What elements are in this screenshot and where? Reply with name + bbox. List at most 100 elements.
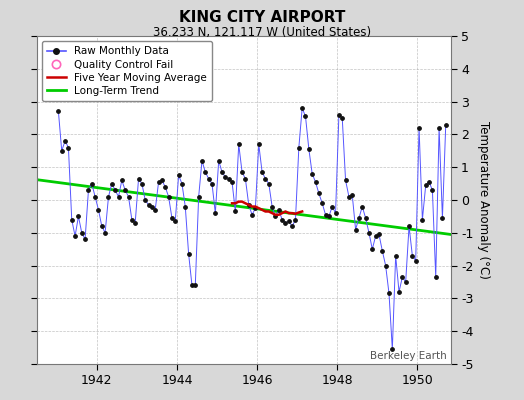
Point xyxy=(198,158,206,164)
Legend: Raw Monthly Data, Quality Control Fail, Five Year Moving Average, Long-Term Tren: Raw Monthly Data, Quality Control Fail, … xyxy=(42,41,212,101)
Point xyxy=(368,246,376,252)
Point xyxy=(248,212,256,218)
Point xyxy=(255,141,263,148)
Point xyxy=(151,207,159,213)
Point xyxy=(204,176,213,182)
Point xyxy=(118,177,126,184)
Point xyxy=(294,144,303,151)
Point xyxy=(191,282,200,288)
Point xyxy=(64,144,73,151)
Point xyxy=(238,169,246,175)
Point xyxy=(128,216,136,223)
Point xyxy=(181,203,190,210)
Point xyxy=(301,113,310,120)
Point xyxy=(328,203,336,210)
Point xyxy=(435,125,443,131)
Point xyxy=(188,282,196,288)
Point xyxy=(285,218,293,224)
Point xyxy=(178,180,186,187)
Point xyxy=(224,176,233,182)
Point xyxy=(88,180,96,187)
Point xyxy=(214,158,223,164)
Point xyxy=(218,169,226,175)
Point xyxy=(171,218,179,224)
Point xyxy=(418,216,427,223)
Point xyxy=(81,236,89,242)
Point xyxy=(138,180,146,187)
Point xyxy=(352,226,360,233)
Point xyxy=(401,279,410,285)
Point xyxy=(78,230,86,236)
Point xyxy=(385,290,393,297)
Point xyxy=(331,210,340,216)
Point xyxy=(411,258,420,264)
Point xyxy=(124,194,133,200)
Point xyxy=(278,216,286,223)
Point xyxy=(428,187,436,193)
Point xyxy=(161,184,169,190)
Point xyxy=(101,230,110,236)
Y-axis label: Temperature Anomaly (°C): Temperature Anomaly (°C) xyxy=(477,121,490,279)
Point xyxy=(425,179,433,185)
Point xyxy=(158,177,166,184)
Point xyxy=(221,174,230,180)
Point xyxy=(61,138,69,144)
Point xyxy=(391,252,400,259)
Point xyxy=(438,215,446,221)
Point xyxy=(208,180,216,187)
Point xyxy=(107,180,116,187)
Point xyxy=(258,169,266,175)
Point xyxy=(58,148,66,154)
Point xyxy=(345,194,353,200)
Point xyxy=(268,203,276,210)
Point xyxy=(251,205,259,211)
Point xyxy=(54,108,62,115)
Point xyxy=(432,274,440,280)
Point xyxy=(375,231,383,238)
Point xyxy=(211,210,220,216)
Point xyxy=(194,194,203,200)
Point xyxy=(421,182,430,188)
Point xyxy=(315,190,323,197)
Point xyxy=(121,187,129,193)
Point xyxy=(298,105,307,111)
Point xyxy=(358,203,366,210)
Point xyxy=(325,213,333,220)
Point xyxy=(148,203,156,210)
Point xyxy=(261,176,270,182)
Point xyxy=(134,176,143,182)
Point xyxy=(311,179,320,185)
Point xyxy=(308,170,316,177)
Point xyxy=(74,213,83,220)
Point xyxy=(288,223,297,230)
Point xyxy=(91,194,100,200)
Point xyxy=(338,115,346,121)
Point xyxy=(408,252,417,259)
Point xyxy=(165,194,173,200)
Text: Berkeley Earth: Berkeley Earth xyxy=(370,351,446,361)
Point xyxy=(84,187,93,193)
Text: KING CITY AIRPORT: KING CITY AIRPORT xyxy=(179,10,345,25)
Point xyxy=(228,179,236,185)
Point xyxy=(442,121,450,128)
Point xyxy=(362,215,370,221)
Point xyxy=(291,216,300,223)
Point xyxy=(71,233,79,239)
Point xyxy=(97,223,106,230)
Point xyxy=(245,202,253,208)
Point xyxy=(265,180,273,187)
Point xyxy=(111,187,119,193)
Point xyxy=(304,146,313,152)
Point xyxy=(388,346,397,352)
Point xyxy=(405,223,413,230)
Point xyxy=(231,208,239,215)
Text: 36.233 N, 121.117 W (United States): 36.233 N, 121.117 W (United States) xyxy=(153,26,371,39)
Point xyxy=(275,207,283,213)
Point xyxy=(141,197,149,203)
Point xyxy=(174,172,183,178)
Point xyxy=(381,262,390,269)
Point xyxy=(335,112,343,118)
Point xyxy=(348,192,356,198)
Point xyxy=(235,141,243,148)
Point xyxy=(372,233,380,239)
